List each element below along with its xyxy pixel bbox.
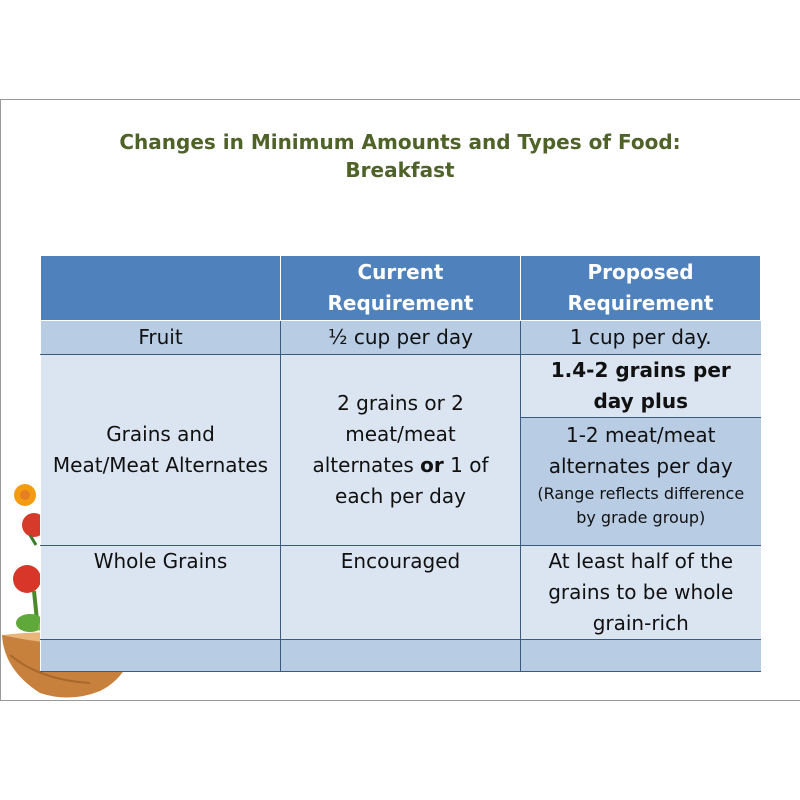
table-row-fruit: Fruit ½ cup per day 1 cup per day.: [40, 320, 761, 355]
table-row-whole-grains: Whole Grains Encouraged At least half of…: [40, 545, 761, 640]
whole-grains-proposed: At least half of the grains to be whole …: [520, 545, 761, 640]
whole-grains-label: Whole Grains: [40, 545, 281, 640]
header-proposed: Proposed Requirement: [520, 255, 761, 321]
range-note-line-1: (Range reflects difference: [537, 484, 745, 503]
meat-proposed: 1-2 meat/meat alternates per day (Range …: [520, 417, 761, 546]
table-row-grains-meat: Grains and Meat/Meat Alternates 2 grains…: [40, 354, 761, 546]
table-header-row: Current Requirement Proposed Requirement: [40, 255, 761, 321]
empty-cell: [40, 639, 281, 672]
meat-proposed-line-1: 1-2 meat/meat: [565, 423, 716, 447]
fruit-label: Fruit: [40, 320, 281, 355]
title-line-1: Changes in Minimum Amounts and Types of …: [119, 130, 681, 154]
grains-meat-label-line-2: Meat/Meat Alternates: [52, 453, 269, 477]
table-row-meat-proposed: 1-2 meat/meat alternates per day (Range …: [41, 417, 761, 546]
grains-proposed: 1.4-2 grains per day plus: [520, 354, 761, 418]
grains-meat-label-line-1: Grains and: [106, 422, 215, 446]
whole-grains-proposed-line-1: At least half of the: [548, 549, 734, 573]
header-current-line-1: Current: [357, 260, 444, 284]
empty-cell: [520, 639, 761, 672]
header-current-line-2: Requirement: [327, 291, 474, 315]
header-proposed-line-2: Requirement: [567, 291, 714, 315]
grains-meat-current-alt-post: 1 of: [443, 453, 489, 477]
grains-proposed-line-2: day plus: [593, 389, 688, 413]
grains-proposed-line-1: 1.4-2 grains per: [550, 358, 731, 382]
title-line-2: Breakfast: [345, 158, 455, 182]
range-note-line-2: by grade group): [576, 508, 706, 527]
fruit-proposed: 1 cup per day.: [520, 320, 761, 355]
meat-proposed-line-2: alternates per day: [548, 454, 733, 478]
grains-meat-current-line-1: 2 grains or 2: [337, 391, 464, 415]
grains-meat-current-line-2: meat/meat: [345, 422, 456, 446]
whole-grains-proposed-line-2: grains to be whole: [548, 580, 734, 604]
slide-title: Changes in Minimum Amounts and Types of …: [40, 128, 760, 184]
header-proposed-line-1: Proposed: [587, 260, 694, 284]
grains-meat-current-or: or: [420, 453, 444, 477]
grains-meat-label: Grains and Meat/Meat Alternates: [40, 354, 281, 546]
table-row-empty: [40, 639, 761, 672]
fruit-current: ½ cup per day: [280, 320, 521, 355]
empty-cell: [280, 639, 521, 672]
header-empty: [40, 255, 281, 321]
grains-meat-current-alt-pre: alternates: [312, 453, 421, 477]
requirements-table: Current Requirement Proposed Requirement…: [40, 255, 761, 672]
header-current: Current Requirement: [280, 255, 521, 321]
grains-meat-current: 2 grains or 2 meat/meat alternates or 1 …: [280, 354, 521, 546]
grains-meat-current-last: each per day: [335, 484, 466, 508]
whole-grains-proposed-line-3: grain-rich: [592, 611, 689, 635]
whole-grains-current: Encouraged: [280, 545, 521, 640]
